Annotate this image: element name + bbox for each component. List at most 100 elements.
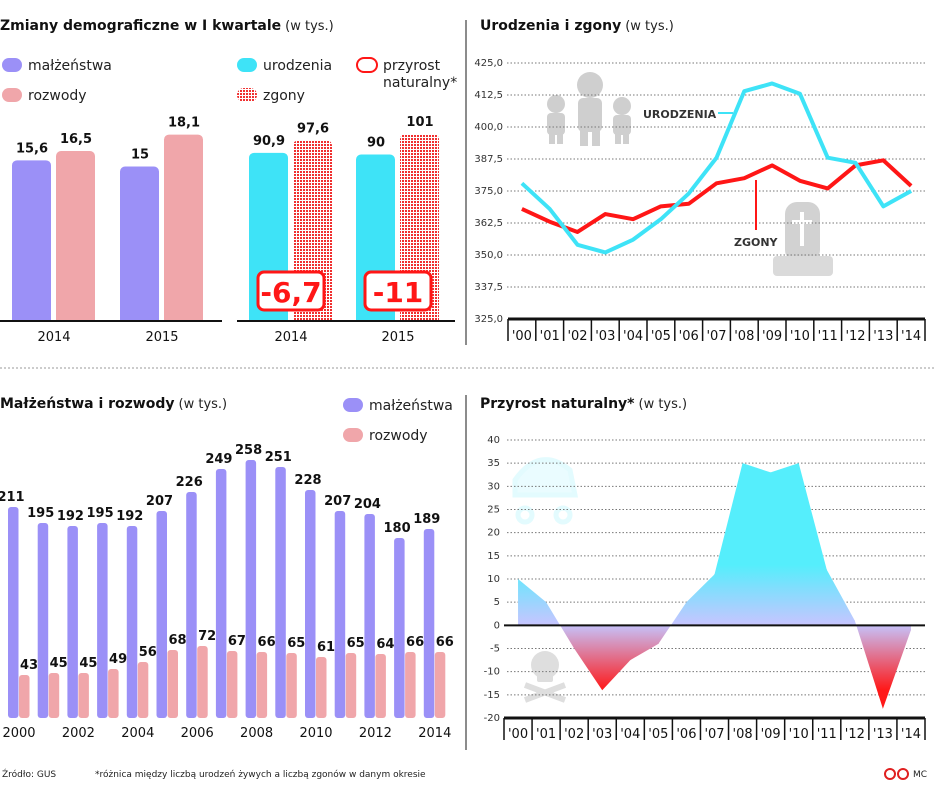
legend-urodzenia-swatch [237, 58, 257, 72]
x-tick-label: '08 [733, 727, 753, 742]
przyrost-value-2014: -6,7 [260, 276, 321, 309]
x-label-2006: 2006 [181, 726, 214, 741]
value-label-urodzenia-2015: 90 [367, 136, 385, 151]
bar-rozwody-2010 [316, 657, 327, 718]
y-tick-label: 425,0 [474, 58, 503, 69]
bar-malzenstwa-2014 [423, 529, 435, 718]
x-tick-label: '02 [567, 329, 587, 344]
bar-rozwody-2003 [108, 669, 119, 718]
bar-rozwody-2002 [78, 673, 89, 718]
bar-malzenstwa-2014 [12, 160, 51, 325]
value-label-malzenstwa-2004: 192 [116, 509, 143, 524]
bar-malzenstwa-2007 [215, 469, 227, 718]
value-label-rozwody-2014: 66 [436, 635, 454, 650]
y-tick-label: 325,0 [474, 314, 503, 325]
y-tick-label: 5 [494, 597, 500, 608]
value-label-urodzenia-2014: 90,9 [253, 134, 285, 149]
value-label-rozwody-2012: 64 [376, 637, 394, 652]
x-label-2014: 2014 [418, 726, 451, 741]
bar-malzenstwa-2003 [97, 523, 108, 718]
bar-malzenstwa-2002 [67, 526, 78, 718]
value-label-malzenstwa-2011: 207 [324, 494, 351, 509]
value-label-rozwody-2014: 16,5 [60, 132, 92, 147]
value-label-malzenstwa-2012: 204 [354, 497, 381, 512]
bar-rozwody-2014 [434, 652, 446, 718]
bar-rozwody-2000 [19, 675, 30, 718]
value-label-malzenstwa-2008: 258 [235, 443, 262, 458]
bar-rozwody-2007 [226, 651, 238, 718]
y-tick-label: 0 [494, 620, 500, 631]
panel-title-marriages: Małżeństwa i rozwody (w tys.) [0, 396, 227, 412]
y-tick-label: 375,0 [474, 186, 503, 197]
x-label-2008: 2008 [240, 726, 273, 741]
bar-malzenstwa-2010 [305, 490, 316, 718]
legend2-malzenstwa-swatch [343, 398, 363, 412]
value-label-rozwody-2009: 65 [287, 636, 305, 651]
series-label-urodzenia: URODZENIA [643, 108, 717, 121]
x-tick-label: '04 [620, 727, 640, 742]
panel-title-growth: Przyrost naturalny* (w tys.) [480, 396, 687, 412]
bar-malzenstwa-2004 [126, 526, 138, 718]
x-tick-label: '09 [761, 727, 781, 742]
x-label-2000: 2000 [2, 726, 35, 741]
y-tick-label: 362,5 [474, 218, 503, 229]
y-tick-label: 10 [487, 574, 500, 585]
y-tick-label: 400,0 [474, 122, 503, 133]
x-tick-label: '12 [845, 329, 865, 344]
y-tick-label: -10 [484, 667, 500, 678]
x-tick-label: '07 [706, 329, 726, 344]
bar-rozwody-2004 [137, 662, 149, 718]
source-note: Źródło: GUS [2, 768, 56, 780]
x-tick-label: '07 [704, 727, 724, 742]
value-label-rozwody-2011: 65 [347, 636, 365, 651]
x-tick-label: '10 [789, 727, 809, 742]
bar-rozwody-2009 [286, 653, 297, 718]
bar-malzenstwa-2015 [120, 166, 159, 325]
x-label-2002: 2002 [62, 726, 95, 741]
x-label-2012: 2012 [359, 726, 392, 741]
value-label-zgony-2014: 97,6 [297, 121, 329, 136]
x-tick-label: '09 [762, 329, 782, 344]
bar-rozwody-2006 [197, 646, 208, 718]
y-tick-label: 35 [487, 458, 500, 469]
x-tick-label: '06 [676, 727, 696, 742]
y-tick-label: 20 [487, 528, 500, 539]
legend2-rozwody-swatch [343, 428, 363, 442]
legend-zgony-label: zgony [263, 88, 305, 104]
x-label-2014: 2014 [37, 330, 70, 345]
value-label-malzenstwa-2006: 226 [176, 475, 203, 490]
przyrost-value-2015: -11 [373, 276, 424, 309]
value-label-rozwody-2001: 45 [50, 656, 68, 671]
skull-icon [523, 651, 567, 703]
legend-przyrost-swatch [356, 57, 378, 73]
family-icon [547, 72, 631, 146]
bar-malzenstwa-2005 [156, 511, 167, 718]
value-label-malzenstwa-2005: 207 [146, 494, 173, 509]
legend-urodzenia-label: urodzenia [263, 58, 332, 74]
bar-rozwody-2011 [345, 653, 357, 718]
bar-rozwody-2005 [167, 650, 178, 718]
mask [237, 321, 455, 325]
value-label-malzenstwa-2000: 211 [0, 490, 25, 505]
legend-zgony-swatch [237, 88, 257, 102]
x-label-2015: 2015 [381, 330, 414, 345]
bar-malzenstwa-2001 [37, 523, 49, 718]
bar-malzenstwa-2008 [245, 460, 257, 718]
bar-rozwody-2001 [48, 673, 60, 718]
legend-malzenstwa-swatch [2, 58, 22, 72]
legend-rozwody-swatch [2, 88, 22, 102]
author-initials: MC [913, 770, 927, 780]
x-tick-label: '11 [817, 727, 837, 742]
x-tick-label: '12 [845, 727, 865, 742]
legend2-rozwody-label: rozwody [369, 428, 428, 444]
value-label-malzenstwa-2007: 249 [205, 452, 232, 467]
x-label-2014: 2014 [274, 330, 307, 345]
value-label-malzenstwa-2013: 180 [384, 521, 411, 536]
x-tick-label: '05 [651, 329, 671, 344]
x-tick-label: '14 [901, 329, 921, 344]
bar-malzenstwa-2011 [334, 511, 346, 718]
przyrost-box-2015 [363, 270, 433, 312]
x-label-2015: 2015 [145, 330, 178, 345]
x-tick-label: '10 [790, 329, 810, 344]
value-label-malzenstwa-2009: 251 [265, 450, 292, 465]
